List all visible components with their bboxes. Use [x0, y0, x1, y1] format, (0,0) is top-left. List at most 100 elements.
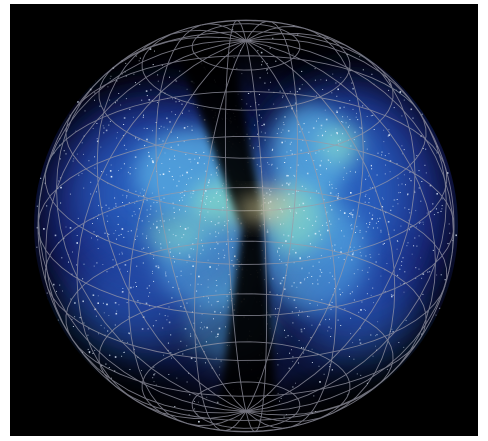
galaxy-point [424, 164, 426, 166]
galaxy-point [194, 158, 196, 160]
galaxy-point [292, 236, 294, 238]
galaxy-point [399, 268, 401, 270]
galaxy-point [349, 100, 351, 101]
galaxy-point [112, 259, 114, 261]
galaxy-point [330, 223, 332, 225]
galaxy-point [69, 193, 71, 195]
galaxy-point [96, 140, 99, 143]
galaxy-point [299, 131, 301, 133]
galaxy-point [421, 333, 423, 335]
galaxy-point [132, 116, 134, 118]
galaxy-point [310, 197, 312, 199]
galaxy-point [214, 224, 216, 226]
galaxy-point [146, 128, 148, 129]
galaxy-point [108, 234, 110, 235]
galaxy-point [350, 225, 352, 227]
galaxy-point [118, 93, 120, 94]
galaxy-point [195, 152, 197, 153]
galaxy-point [163, 187, 165, 189]
galaxy-point [99, 105, 101, 107]
galaxy-point [107, 220, 109, 222]
galaxy-point [163, 354, 165, 356]
galaxy-point [190, 161, 192, 163]
galaxy-point [224, 254, 226, 256]
galaxy-point [168, 306, 170, 308]
galaxy-point [178, 100, 180, 102]
galaxy-point [369, 187, 371, 189]
galaxy-point [383, 242, 385, 244]
galaxy-point [109, 78, 111, 80]
galaxy-point [406, 245, 408, 247]
galaxy-point [311, 362, 313, 363]
galaxy-point [163, 197, 165, 199]
galaxy-point [346, 394, 348, 396]
galaxy-point [121, 355, 123, 357]
galaxy-point [360, 374, 362, 376]
galaxy-point [207, 286, 209, 288]
galaxy-point [83, 263, 85, 265]
galaxy-point [267, 229, 269, 231]
galaxy-point [199, 214, 201, 216]
galaxy-point [162, 213, 164, 215]
galaxy-point [409, 212, 411, 214]
galaxy-point [303, 210, 305, 212]
galaxy-point [148, 99, 151, 101]
galaxy-point [101, 365, 103, 366]
galaxy-point [367, 226, 369, 228]
galaxy-point [297, 190, 299, 192]
galaxy-point [152, 64, 154, 66]
galaxy-point [327, 229, 329, 232]
galaxy-point [202, 245, 203, 247]
galaxy-point [166, 117, 168, 120]
galaxy-point [404, 271, 406, 273]
galaxy-point [386, 263, 388, 264]
galaxy-point [198, 275, 200, 278]
galaxy-point [297, 34, 299, 36]
galaxy-point [307, 277, 308, 278]
galaxy-point [308, 131, 310, 133]
galaxy-point [359, 327, 361, 329]
galaxy-point [341, 121, 343, 122]
galaxy-point [272, 277, 274, 280]
galaxy-point [117, 223, 119, 225]
galaxy-point [109, 120, 111, 122]
galaxy-point [224, 283, 226, 285]
galaxy-point [157, 266, 160, 269]
galaxy-point [364, 201, 366, 203]
galaxy-point [183, 234, 185, 236]
galaxy-point [226, 243, 228, 245]
galaxy-point [352, 252, 354, 254]
galaxy-point [190, 284, 191, 286]
galaxy-point [446, 172, 449, 174]
galaxy-point [148, 295, 149, 297]
galaxy-point [141, 370, 142, 371]
galaxy-point [57, 319, 59, 321]
galaxy-point [342, 292, 344, 293]
galaxy-point [260, 131, 262, 133]
galaxy-point [68, 261, 69, 263]
galaxy-point [327, 330, 329, 332]
galaxy-point [172, 179, 174, 181]
galaxy-point [105, 204, 107, 206]
galaxy-point [217, 333, 219, 336]
galaxy-point [382, 206, 384, 208]
galaxy-point [146, 215, 148, 217]
galaxy-point [317, 279, 319, 281]
galaxy-point [372, 227, 374, 229]
galaxy-point [208, 179, 210, 181]
galaxy-point [291, 349, 292, 351]
galaxy-point [94, 156, 96, 158]
galaxy-point [120, 167, 122, 169]
galaxy-point [185, 153, 187, 155]
galaxy-point [101, 206, 103, 208]
galaxy-point [373, 302, 374, 304]
galaxy-point [247, 93, 249, 94]
galaxy-point [325, 130, 327, 132]
galaxy-point [259, 77, 261, 79]
galaxy-point [286, 182, 288, 185]
galaxy-point [320, 173, 322, 175]
galaxy-point [420, 200, 422, 202]
galaxy-point [349, 119, 351, 120]
galaxy-point [226, 206, 228, 208]
galaxy-point [301, 185, 303, 187]
